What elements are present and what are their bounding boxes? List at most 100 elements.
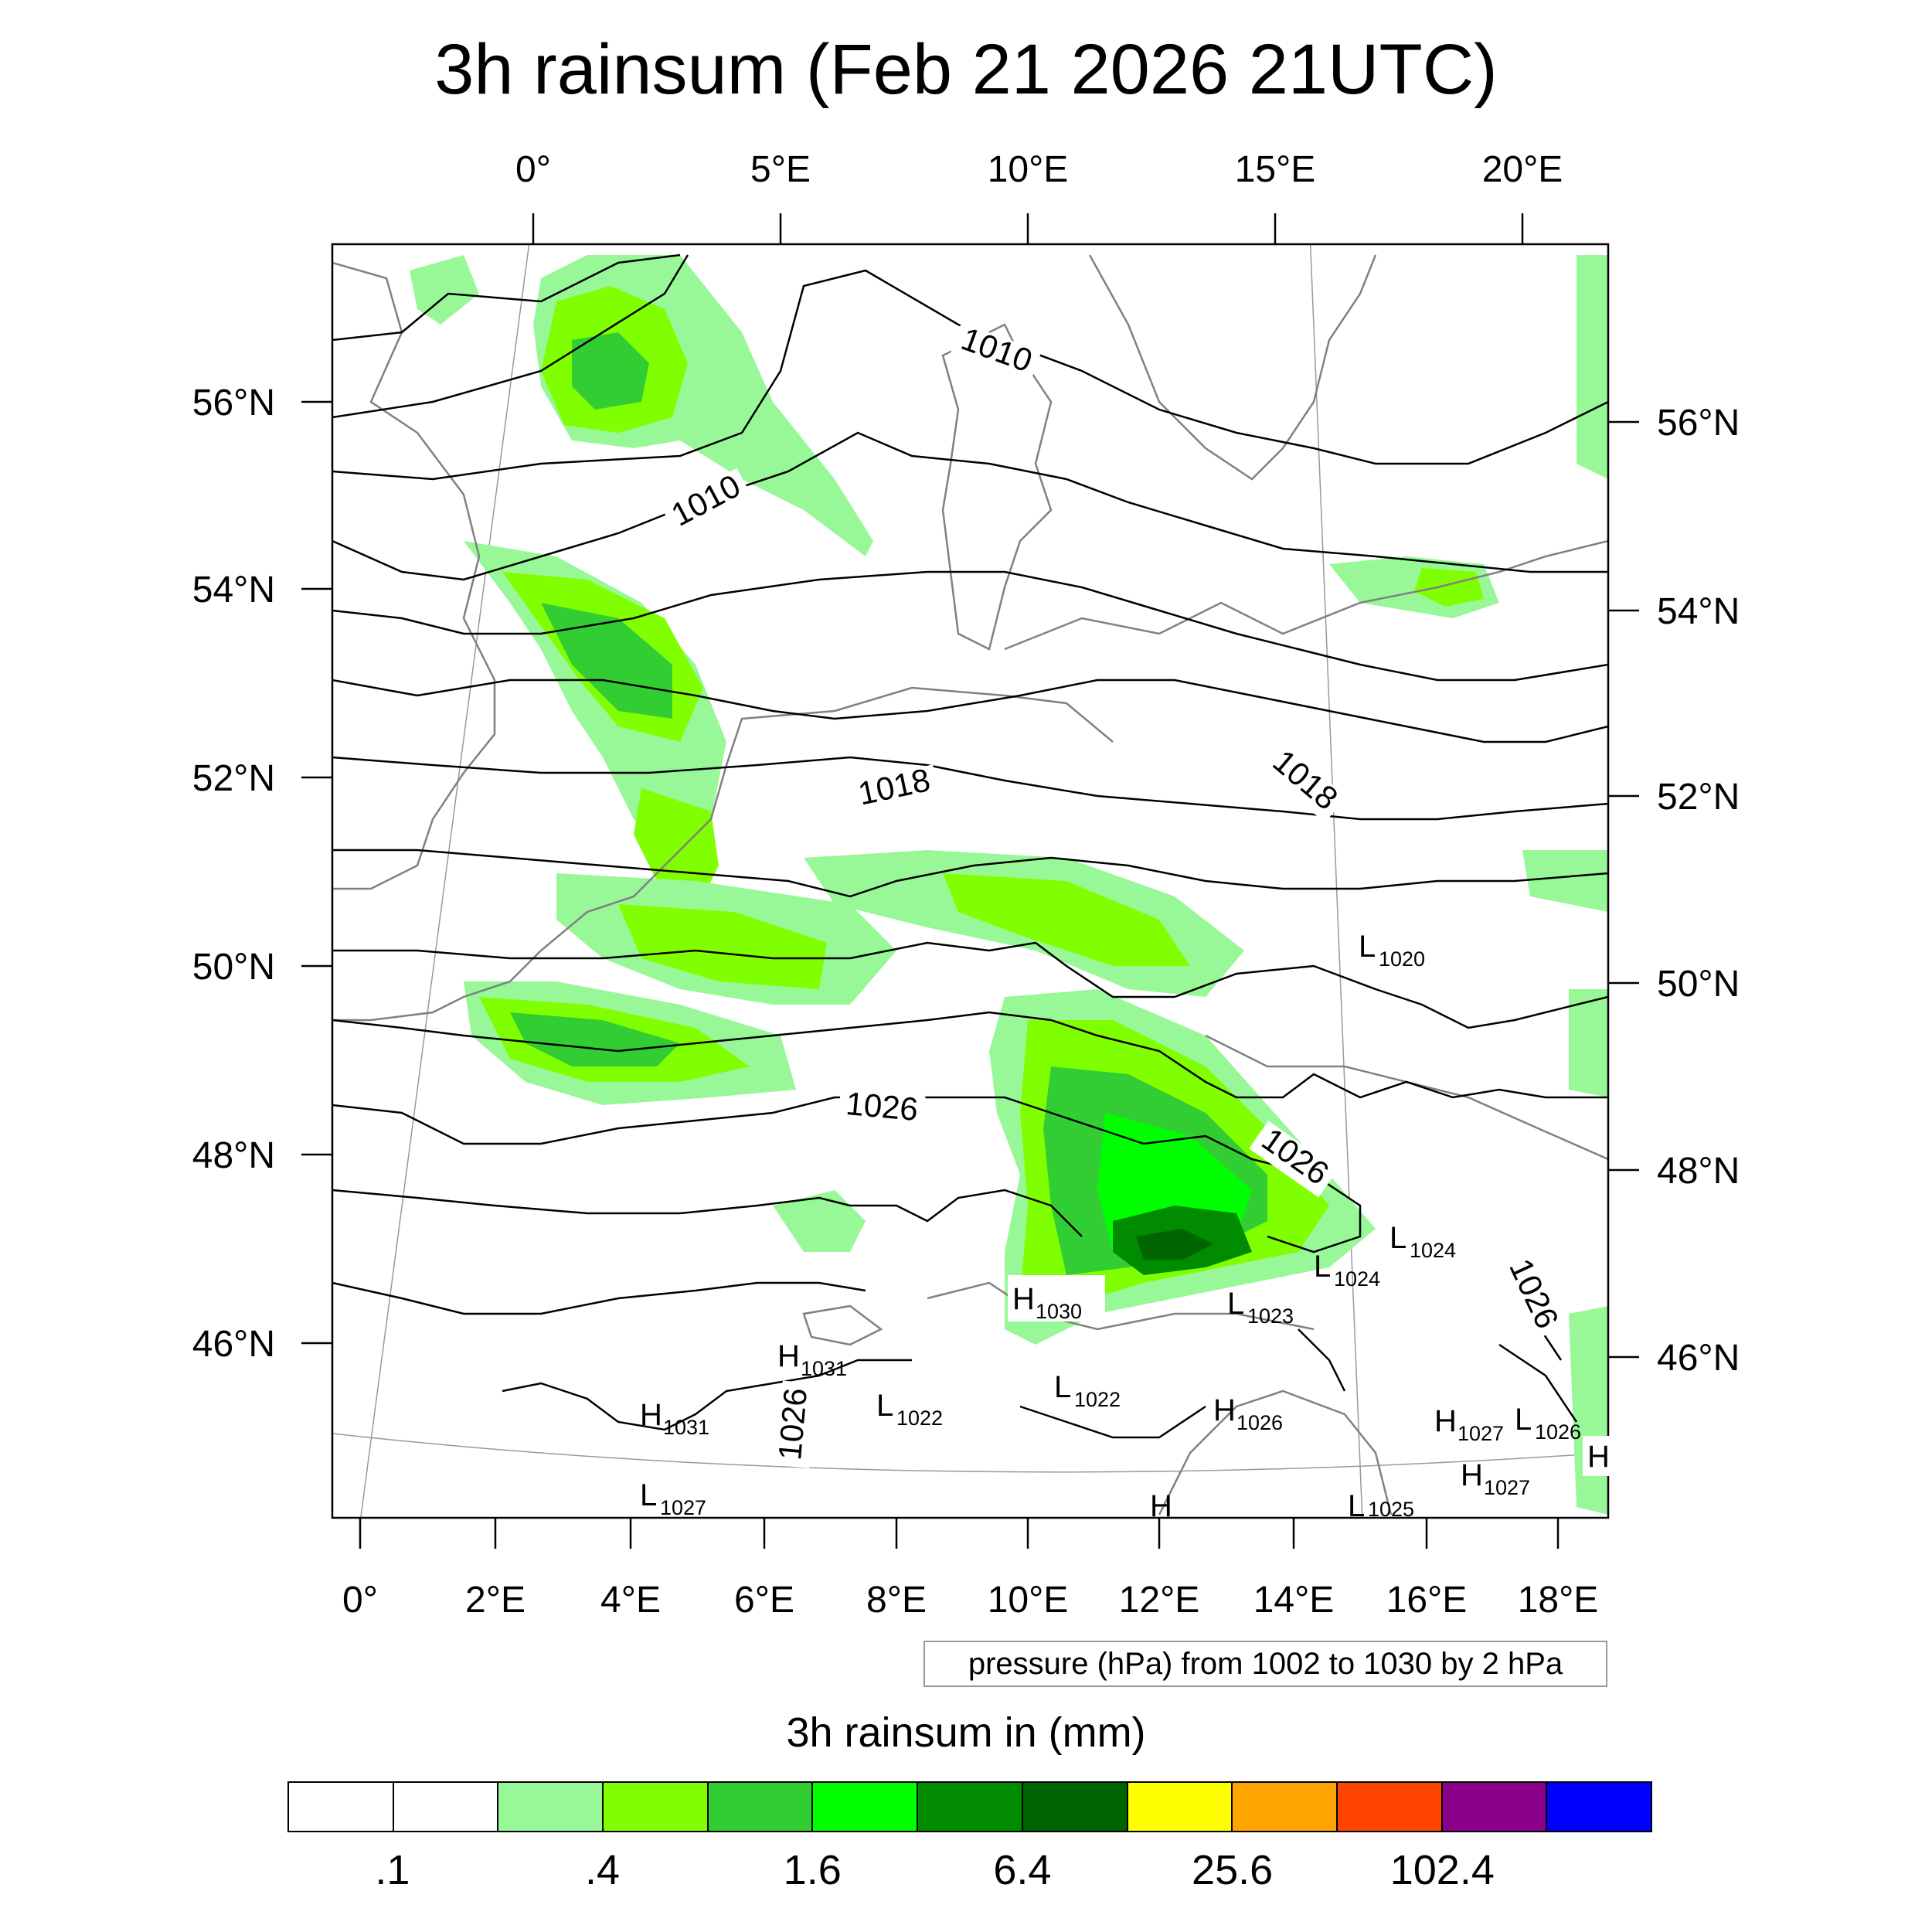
pressure-center-high: H 1030 <box>1008 1275 1105 1323</box>
svg-text:1030: 1030 <box>1036 1300 1082 1323</box>
svg-text:L: L <box>1348 1489 1365 1523</box>
map-title: 3h rainsum (Feb 21 2026 21UTC) <box>434 30 1498 109</box>
colorbar-label: 102.4 <box>1389 1847 1495 1893</box>
svg-text:1020: 1020 <box>1379 947 1425 971</box>
colorbar-swatch <box>918 1783 1023 1831</box>
pressure-center-low: L 1023 <box>1227 1287 1294 1328</box>
top-tick-label: 20°E <box>1482 149 1563 190</box>
rain-area-czech <box>1522 850 1608 912</box>
pressure-center-high: H <box>1150 1489 1172 1523</box>
svg-text:L: L <box>1054 1370 1071 1404</box>
svg-text:1027: 1027 <box>1484 1476 1530 1499</box>
svg-text:L: L <box>876 1389 893 1423</box>
isobar-label: 1026 <box>771 1386 814 1461</box>
right-tick-label: 54°N <box>1657 591 1740 632</box>
pressure-center-high: H 1031 <box>640 1398 709 1439</box>
pressure-center-low: L 1024 <box>1389 1221 1456 1262</box>
colorbar-swatch <box>604 1783 709 1831</box>
right-tick-label: 48°N <box>1657 1151 1740 1192</box>
left-tick-label: 46°N <box>192 1324 275 1365</box>
colorbar-label: .4 <box>585 1847 621 1893</box>
svg-text:L: L <box>1227 1287 1244 1321</box>
svg-text:H: H <box>1434 1404 1457 1438</box>
pressure-center-low: L 1022 <box>876 1389 943 1430</box>
colorbar-swatch <box>708 1783 814 1831</box>
left-tick-label: 50°N <box>192 947 275 988</box>
bottom-tick-label: 8°E <box>866 1580 927 1621</box>
isobar-labels: 1010 1010 1018 1018 1026 1026 1026 1026 <box>662 320 1566 1468</box>
bottom-tick-label: 2°E <box>465 1580 526 1621</box>
svg-text:H: H <box>640 1398 662 1432</box>
coast-denmark <box>941 323 1053 651</box>
colorbar-label: 6.4 <box>993 1847 1052 1893</box>
svg-text:L: L <box>1389 1221 1406 1255</box>
pressure-center-low: L 1022 <box>1054 1370 1121 1411</box>
rain-area-north-sea-band <box>464 541 726 866</box>
border-alps-south <box>927 1281 1315 1331</box>
colorbar-label: 1.6 <box>783 1847 842 1893</box>
rain-area-north-sea-band-mid <box>541 603 672 719</box>
rain-area-france-north-mid <box>510 1012 680 1066</box>
top-tick-label: 10°E <box>988 149 1069 190</box>
colorbar-swatch <box>289 1783 394 1831</box>
colorbar-swatch <box>1022 1783 1128 1831</box>
lake-geneva-region <box>802 1304 883 1346</box>
pressure-center-high: H 1027 <box>1434 1404 1504 1445</box>
bottom-tick-label: 18°E <box>1518 1580 1599 1621</box>
svg-text:H: H <box>1587 1440 1610 1474</box>
svg-text:1022: 1022 <box>1074 1388 1121 1411</box>
right-tick-label: 52°N <box>1657 777 1740 818</box>
rain-shading <box>410 255 1608 1515</box>
svg-text:1027: 1027 <box>1458 1422 1504 1445</box>
top-tick-label: 5°E <box>750 149 811 190</box>
right-tick-label: 56°N <box>1657 403 1740 444</box>
colorbar <box>287 1781 1652 1832</box>
pressure-center-low: L 1024 <box>1314 1250 1380 1291</box>
pressure-center-high: H <box>1583 1436 1611 1476</box>
colorbar-swatch <box>1233 1783 1338 1831</box>
svg-text:H: H <box>1461 1458 1483 1492</box>
colorbar-swatch <box>1128 1783 1233 1831</box>
graticule <box>332 244 1608 1518</box>
bottom-tick-label: 10°E <box>988 1580 1069 1621</box>
coast-italy-adriatic <box>1158 1389 1393 1515</box>
pressure-center-low: L 1020 <box>1359 930 1425 971</box>
colorbar-swatch <box>393 1783 499 1831</box>
left-tick-label: 54°N <box>192 570 275 611</box>
top-tick-label: 15°E <box>1235 149 1316 190</box>
colorbar-title: 3h rainsum in (mm) <box>786 1709 1146 1756</box>
bottom-tick-label: 14°E <box>1253 1580 1335 1621</box>
svg-text:1024: 1024 <box>1334 1267 1380 1291</box>
coast-sweden <box>1088 254 1377 481</box>
left-tick-label: 52°N <box>192 758 275 799</box>
bottom-tick-label: 6°E <box>734 1580 794 1621</box>
svg-text:H: H <box>1012 1282 1035 1316</box>
top-axis-labels: 0° 5°E 10°E 15°E 20°E <box>515 149 1563 190</box>
colorbar-swatch <box>813 1783 919 1831</box>
coast-france-belgium-netherlands <box>332 686 1114 1022</box>
isobar-label: 1026 <box>845 1085 920 1128</box>
left-axis-labels: 56°N 54°N 52°N 50°N 48°N 46°N <box>192 383 275 1365</box>
isobars <box>332 253 1608 1439</box>
svg-text:1027: 1027 <box>660 1496 706 1519</box>
contour-info-box: pressure (hPa) from 1002 to 1030 by 2 hP… <box>923 1641 1607 1687</box>
colorbar-swatch <box>1547 1783 1651 1831</box>
pressure-center-low: L 1025 <box>1348 1489 1414 1523</box>
rain-area-poland-core <box>1414 568 1484 607</box>
right-tick-label: 50°N <box>1657 964 1740 1005</box>
svg-text:1031: 1031 <box>801 1357 847 1380</box>
bottom-axis-labels: 0° 2°E 4°E 6°E 8°E 10°E 12°E 14°E 16°E 1… <box>342 1580 1598 1621</box>
svg-text:1025: 1025 <box>1368 1498 1414 1521</box>
svg-text:L: L <box>640 1478 657 1512</box>
pressure-centers: L 1020 L 1024 L 1024 H 1030 L 1023 H 103… <box>640 930 1611 1523</box>
rain-area-east-edge-south <box>1569 989 1608 1097</box>
rain-area-south-germany <box>773 1190 866 1252</box>
rain-area-benelux <box>634 788 719 912</box>
coast-baltic-south <box>1004 539 1608 651</box>
pressure-center-low: L 1026 <box>1515 1403 1581 1444</box>
bottom-tick-label: 16°E <box>1386 1580 1468 1621</box>
svg-text:1022: 1022 <box>896 1406 943 1430</box>
bottom-tick-label: 4°E <box>600 1580 661 1621</box>
pressure-center-high: H 1027 <box>1461 1458 1530 1499</box>
pressure-center-low: L 1027 <box>640 1478 706 1519</box>
